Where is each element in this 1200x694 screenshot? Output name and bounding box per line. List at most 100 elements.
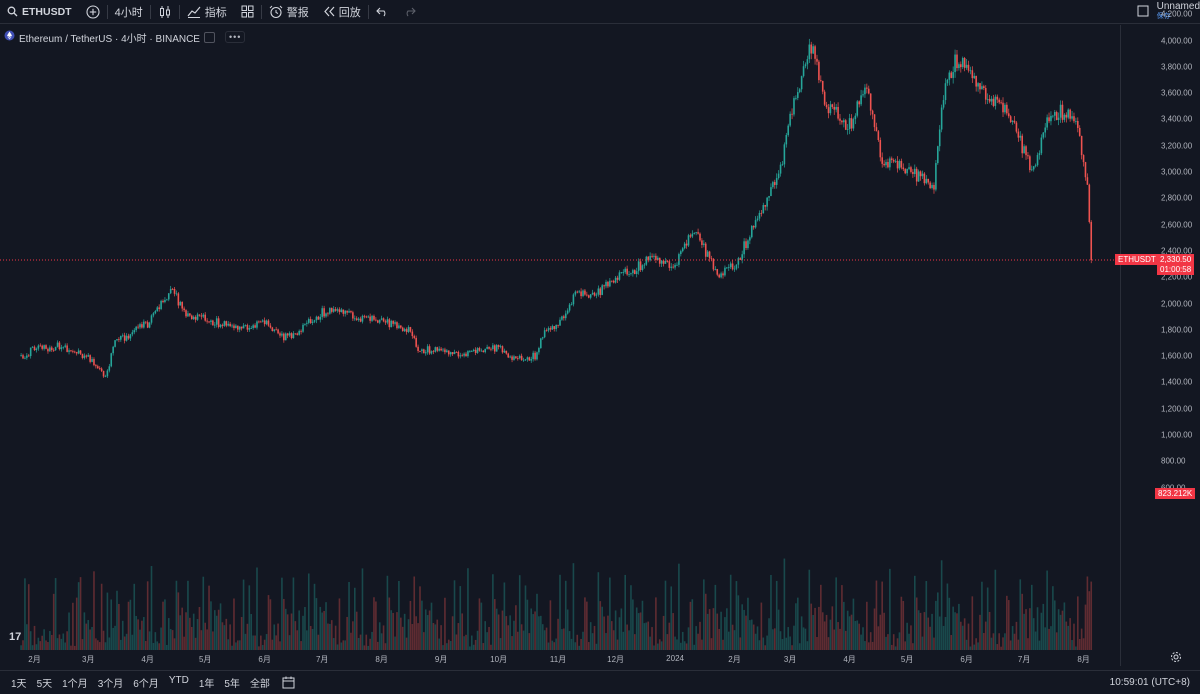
candle-body	[553, 326, 556, 329]
chart-legend[interactable]: Ethereum / TetherUS · 4小时 · BINANCE •••	[4, 29, 249, 45]
replay-button[interactable]: 回放	[316, 0, 368, 24]
volume-bar	[361, 568, 364, 650]
undo-button[interactable]	[369, 0, 396, 24]
volume-bar	[680, 642, 682, 650]
candle-body	[1078, 127, 1081, 136]
candle-body	[54, 346, 57, 351]
candle-body	[1084, 162, 1087, 178]
volume-bar	[355, 611, 358, 650]
time-tick-label: 2月	[728, 655, 741, 664]
candle-body	[952, 72, 954, 78]
chart-type-button[interactable]	[151, 0, 179, 24]
candle-body	[401, 327, 404, 332]
time-tick-label: 3月	[81, 655, 95, 664]
interval-button[interactable]: 4小时	[108, 0, 150, 24]
goto-date-button[interactable]	[275, 671, 302, 694]
candle-body	[603, 285, 605, 287]
volume-bar	[657, 643, 659, 650]
candle-body	[290, 333, 293, 339]
volume-bar	[242, 579, 245, 650]
candle-body	[789, 113, 791, 126]
candle-body	[501, 346, 504, 353]
compare-symbol-button[interactable]	[79, 0, 107, 24]
legend-toggle-box[interactable]	[203, 31, 215, 43]
volume-bar	[933, 637, 935, 650]
candle-body	[896, 160, 899, 169]
candle-body	[605, 281, 607, 287]
candle-body	[712, 259, 715, 270]
alert-button[interactable]: 警报	[262, 0, 316, 24]
candle-body	[423, 349, 425, 354]
candle-body	[729, 263, 732, 268]
volume-bar	[724, 617, 726, 650]
candle-body	[958, 64, 960, 69]
candle-body	[250, 328, 253, 329]
volume-bar	[505, 616, 508, 650]
volume-bar	[749, 620, 751, 650]
volume-bar	[910, 625, 912, 650]
volume-bar	[547, 642, 550, 650]
volume-bar	[60, 638, 63, 650]
volume-bar	[885, 636, 887, 650]
symbol-search-button[interactable]: ETHUSDT	[0, 0, 79, 24]
candle-body	[618, 272, 621, 280]
candle-body	[200, 315, 203, 317]
candle-body	[752, 225, 755, 228]
candle-body	[931, 184, 933, 189]
volume-bar	[1086, 576, 1089, 650]
price-axis[interactable]: 5,000.004,800.004,600.004,400.004,200.00…	[1120, 10, 1200, 666]
candle-body	[219, 324, 222, 327]
time-axis[interactable]: 2月 3月 4月 5月 6月 7月 8月 9月 10月 11月 12月 2024 2月 3月 4月 5月 6月 7…	[0, 650, 1120, 668]
volume-bar	[844, 630, 847, 650]
candle-body	[118, 339, 120, 340]
volume-bar	[169, 629, 172, 650]
candle-body	[737, 258, 740, 265]
candle-body	[649, 255, 651, 261]
candle-body	[353, 318, 356, 320]
range-button[interactable]: 1天	[11, 679, 27, 690]
volume-bar	[342, 640, 345, 650]
volume-bar	[693, 644, 696, 650]
candle-body	[517, 358, 519, 359]
volume-bar	[47, 642, 49, 650]
fullscreen-button[interactable]	[1137, 5, 1149, 20]
candle-body	[350, 311, 352, 313]
layouts-button[interactable]	[234, 0, 261, 24]
candle-body	[892, 160, 895, 162]
candle-body	[342, 309, 345, 314]
range-button[interactable]: 5天	[36, 679, 53, 690]
candle-body	[762, 205, 765, 214]
range-button[interactable]: 5年	[224, 679, 240, 690]
legend-more-button[interactable]: •••	[224, 31, 246, 43]
candle-body	[630, 273, 632, 275]
range-button[interactable]: 1年	[198, 679, 215, 690]
volume-bar	[300, 641, 302, 650]
volume-bar	[183, 636, 185, 650]
candle-body	[127, 335, 130, 339]
redo-button[interactable]	[396, 0, 423, 24]
indicators-button[interactable]: 指标	[180, 0, 234, 24]
range-button[interactable]: 全部	[249, 679, 270, 690]
candle-body	[944, 83, 947, 101]
range-button[interactable]: YTD	[168, 675, 189, 686]
range-button[interactable]: 3个月	[97, 679, 124, 690]
volume-bar	[127, 601, 130, 650]
volume-bar	[944, 617, 947, 650]
price-chart[interactable]	[0, 25, 1120, 666]
volume-bar	[1036, 607, 1039, 650]
volume-bar	[1013, 633, 1016, 650]
candle-body	[56, 342, 59, 347]
chart-settings-button[interactable]	[1170, 650, 1182, 668]
candle-body	[336, 309, 339, 311]
clock-timezone[interactable]: 10:59:01 (UTC+8)	[1109, 677, 1190, 688]
volume-bar	[557, 618, 559, 650]
candle-body	[576, 291, 579, 293]
candle-body	[254, 325, 256, 328]
volume-bar	[396, 612, 398, 650]
candle-body	[394, 322, 396, 324]
range-button[interactable]: 1个月	[62, 679, 88, 690]
range-button[interactable]: 6个月	[133, 679, 159, 690]
volume-bar	[841, 585, 843, 650]
layout-name-button[interactable]: Unnamed 保存	[1157, 2, 1200, 22]
volume-bar	[411, 624, 414, 650]
